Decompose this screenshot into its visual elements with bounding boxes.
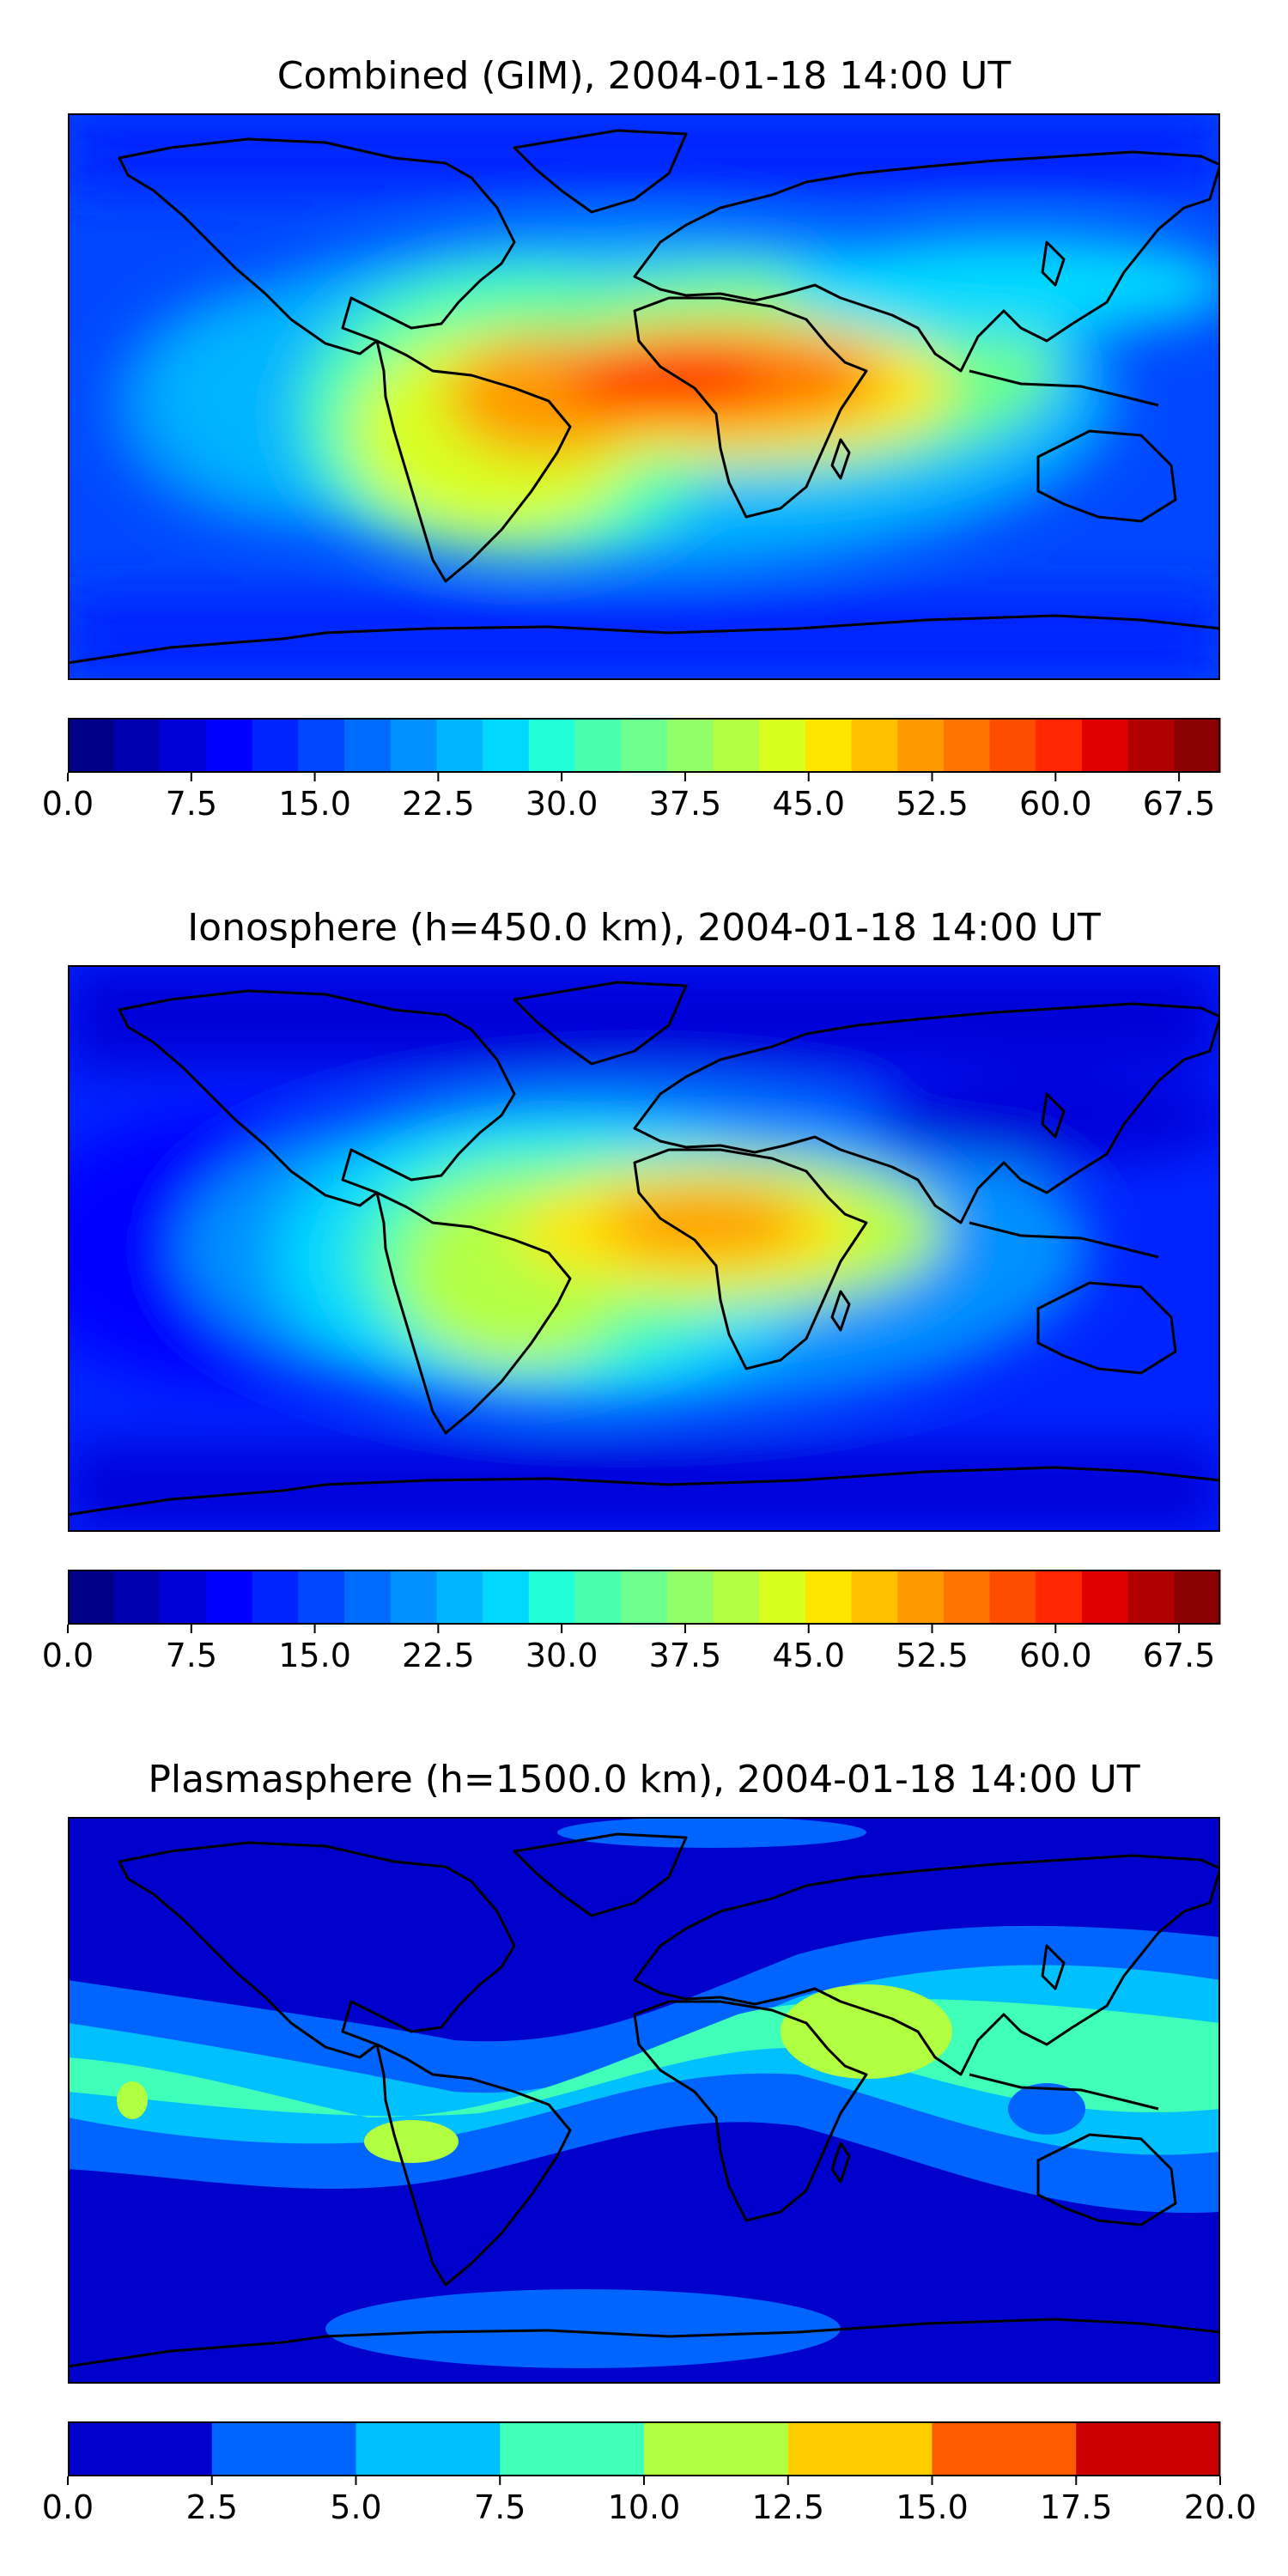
colorbar-segment	[68, 1570, 115, 1625]
colorbar-tick-label: 0.0	[41, 785, 94, 823]
colorbar-tick-label: 60.0	[1018, 1637, 1092, 1674]
colorbar-segment	[805, 1570, 853, 1625]
colorbar-segment	[1081, 1570, 1129, 1625]
colorbar-tick-label: 0.0	[41, 1637, 94, 1674]
colorbar-segment	[113, 718, 161, 773]
colorbar-segment	[1036, 718, 1083, 773]
colorbar-segment	[943, 1570, 991, 1625]
colorbar-segment	[897, 1570, 945, 1625]
colorbar-segment	[851, 718, 898, 773]
colorbar-tick-label: 15.0	[278, 785, 351, 823]
colorbar-tick-label: 7.5	[474, 2488, 526, 2526]
colorbar-tick-label: 10.0	[607, 2488, 681, 2526]
panel-title-plasmasphere: Plasmasphere (h=1500.0 km), 2004-01-18 1…	[148, 1758, 1140, 1801]
colorbar-tick-label: 5.0	[330, 2488, 382, 2526]
colorbar-segment	[1174, 718, 1221, 773]
colorbar-segment	[1081, 718, 1129, 773]
colorbar-segment	[528, 718, 576, 773]
colorbar-segment	[759, 718, 806, 773]
colorbar-tick-label: 45.0	[772, 1637, 846, 1674]
colorbar-segment	[621, 1570, 668, 1625]
colorbar-segment	[252, 1570, 299, 1625]
colorbar-plasmasphere	[67, 2421, 1221, 2485]
colorbar-segment	[113, 1570, 161, 1625]
colorbar-tick-label: 12.5	[751, 2488, 825, 2526]
colorbar-segment	[851, 1570, 898, 1625]
colorbar-segment	[298, 718, 345, 773]
colorbar-segment	[206, 718, 253, 773]
colorbar-segment	[390, 1570, 438, 1625]
panel-title-combined: Combined (GIM), 2004-01-18 14:00 UT	[276, 54, 1012, 98]
colorbar-tick-label: 15.0	[278, 1637, 351, 1674]
colorbar-tick-label: 20.0	[1183, 2488, 1257, 2526]
colorbar-segment	[160, 718, 207, 773]
colorbar-tick-label: 17.5	[1039, 2488, 1113, 2526]
colorbar-segment	[713, 718, 760, 773]
colorbar-segment	[574, 718, 622, 773]
colorbar-segment	[759, 1570, 806, 1625]
colorbar-combined	[67, 718, 1221, 781]
map-combined	[68, 113, 1220, 680]
colorbar-segment	[989, 718, 1036, 773]
colorbar-tick-label: 37.5	[648, 785, 722, 823]
map-ionosphere	[68, 965, 1220, 1532]
colorbar-tick-label: 15.0	[896, 2488, 969, 2526]
colorbar-segment	[344, 1570, 392, 1625]
colorbar-tick-label: 52.5	[896, 785, 969, 823]
colorbar-segment	[160, 1570, 207, 1625]
colorbar-tick-label: 45.0	[772, 785, 846, 823]
panel-title-ionosphere: Ionosphere (h=450.0 km), 2004-01-18 14:0…	[187, 906, 1101, 950]
colorbar-segment	[355, 2421, 501, 2476]
colorbar-segments	[68, 718, 1221, 773]
colorbar-tick-label: 22.5	[402, 1637, 475, 1674]
colorbar-segment	[989, 1570, 1036, 1625]
colorbar-segment	[713, 1570, 760, 1625]
colorbar-tick-label: 30.0	[525, 1637, 598, 1674]
colorbar-segment	[932, 2421, 1077, 2476]
colorbar-segment	[943, 718, 991, 773]
colorbar-segment	[805, 718, 853, 773]
colorbar-segment	[500, 2421, 645, 2476]
colorbar-tick-label: 22.5	[402, 785, 475, 823]
colorbar-segment	[483, 1570, 530, 1625]
colorbar-segment	[252, 718, 299, 773]
colorbar-segment	[1076, 2421, 1221, 2476]
colorbar-segment	[298, 1570, 345, 1625]
colorbar-segment	[897, 718, 945, 773]
colorbar-segment	[574, 1570, 622, 1625]
colorbar-segment	[211, 2421, 357, 2476]
colorbar-tick-label: 2.5	[185, 2488, 238, 2526]
colorbar-segments	[68, 2421, 1221, 2476]
colorbar-segment	[68, 718, 115, 773]
map-plasmasphere	[68, 1817, 1220, 2384]
colorbar-segments	[68, 1570, 1221, 1625]
colorbar-tick-label: 37.5	[648, 1637, 722, 1674]
colorbar-tick-label: 30.0	[525, 785, 598, 823]
colorbar-segment	[1036, 1570, 1083, 1625]
colorbar-segment	[390, 718, 438, 773]
colorbar-segment	[1127, 718, 1175, 773]
colorbar-tick-label: 7.5	[165, 1637, 217, 1674]
colorbar-segment	[787, 2421, 933, 2476]
colorbar-tick-label: 7.5	[165, 785, 217, 823]
colorbar-tick-label: 60.0	[1018, 785, 1092, 823]
colorbar-segment	[621, 718, 668, 773]
colorbar-segment	[1127, 1570, 1175, 1625]
colorbar-segment	[436, 1570, 483, 1625]
colorbar-tick-label: 52.5	[896, 1637, 969, 1674]
colorbar-tick-label: 67.5	[1142, 785, 1216, 823]
colorbar-segment	[1174, 1570, 1221, 1625]
colorbar-segment	[528, 1570, 576, 1625]
colorbar-segment	[483, 718, 530, 773]
colorbar-tick-label: 67.5	[1142, 1637, 1216, 1674]
colorbar-tick-label: 0.0	[41, 2488, 94, 2526]
colorbar-segment	[666, 1570, 714, 1625]
colorbar-ionosphere	[67, 1570, 1221, 1633]
colorbar-segment	[344, 718, 392, 773]
colorbar-segment	[206, 1570, 253, 1625]
colorbar-segment	[436, 718, 483, 773]
colorbar-segment	[644, 2421, 789, 2476]
colorbar-segment	[666, 718, 714, 773]
colorbar-segment	[68, 2421, 213, 2476]
